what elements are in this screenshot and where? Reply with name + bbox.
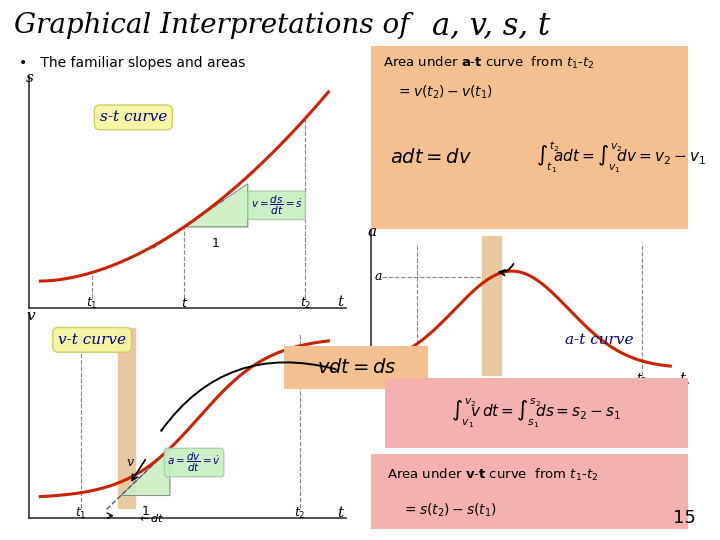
Text: $vdt = ds$: $vdt = ds$ [317, 357, 396, 377]
Text: $t_1$: $t_1$ [411, 372, 423, 387]
Text: •   The familiar slopes and areas: • The familiar slopes and areas [19, 56, 245, 70]
FancyBboxPatch shape [385, 378, 688, 448]
Text: $t_1$: $t_1$ [86, 296, 98, 311]
Text: $t_2$: $t_2$ [636, 372, 647, 387]
Text: a: a [368, 225, 377, 239]
Text: 15: 15 [672, 509, 696, 528]
Text: s-t curve: s-t curve [99, 110, 167, 124]
Text: $t_2$: $t_2$ [300, 296, 311, 311]
Text: t: t [679, 372, 685, 386]
Text: $t_1$: $t_1$ [75, 505, 86, 521]
FancyBboxPatch shape [371, 46, 688, 108]
Text: $adt = dv$: $adt = dv$ [390, 148, 472, 167]
Text: $v = \dfrac{ds}{dt} = \dot{s}$: $v = \dfrac{ds}{dt} = \dot{s}$ [251, 194, 302, 217]
Text: v-t curve: v-t curve [58, 333, 126, 347]
FancyArrowPatch shape [161, 362, 336, 431]
Text: Graphical Interpretations of: Graphical Interpretations of [14, 12, 410, 39]
Text: a, v, s, t: a, v, s, t [432, 10, 550, 40]
Text: t: t [337, 505, 343, 519]
Text: $a = \dfrac{dv}{dt} = \dot{v}$: $a = \dfrac{dv}{dt} = \dot{v}$ [167, 451, 221, 474]
Text: $\int_{v_1}^{v_2}\!\!v\,dt = \int_{s_1}^{s_2}\!\!ds = s_2 - s_1$: $\int_{v_1}^{v_2}\!\!v\,dt = \int_{s_1}^… [451, 396, 621, 430]
Text: 1: 1 [212, 237, 220, 250]
Text: $\int_{t_1}^{t_2}\!\!adt = \int_{v_1}^{v_2}\!\!dv = v_2 - v_1$: $\int_{t_1}^{t_2}\!\!adt = \int_{v_1}^{v… [536, 140, 706, 176]
Text: v: v [126, 456, 133, 469]
Text: Area under $\mathbf{v}$-$\mathbf{t}$ curve  from $t_1$-$t_2$: Area under $\mathbf{v}$-$\mathbf{t}$ cur… [387, 467, 598, 483]
Text: $\leftarrow dt$: $\leftarrow dt$ [504, 377, 531, 389]
Text: t: t [337, 295, 343, 309]
Polygon shape [121, 448, 170, 496]
Text: $t_2$: $t_2$ [294, 505, 305, 521]
Text: v: v [26, 309, 35, 323]
FancyBboxPatch shape [371, 454, 688, 529]
Text: a-t curve: a-t curve [564, 333, 633, 347]
FancyBboxPatch shape [284, 346, 428, 389]
Text: a: a [374, 271, 382, 284]
Polygon shape [184, 184, 248, 227]
Text: $t$: $t$ [181, 297, 188, 310]
Text: $= v(t_2) - v(t_1)$: $= v(t_2) - v(t_1)$ [396, 84, 493, 101]
Text: Area under $\mathbf{a}$-$\mathbf{t}$ curve  from $t_1$-$t_2$: Area under $\mathbf{a}$-$\mathbf{t}$ cur… [384, 55, 595, 71]
Text: 1: 1 [142, 504, 149, 517]
FancyBboxPatch shape [371, 108, 688, 232]
Text: $= s(t_2) - s(t_1)$: $= s(t_2) - s(t_1)$ [402, 502, 498, 519]
Text: $\leftarrow dt$: $\leftarrow dt$ [137, 511, 164, 523]
Text: s: s [27, 71, 34, 85]
